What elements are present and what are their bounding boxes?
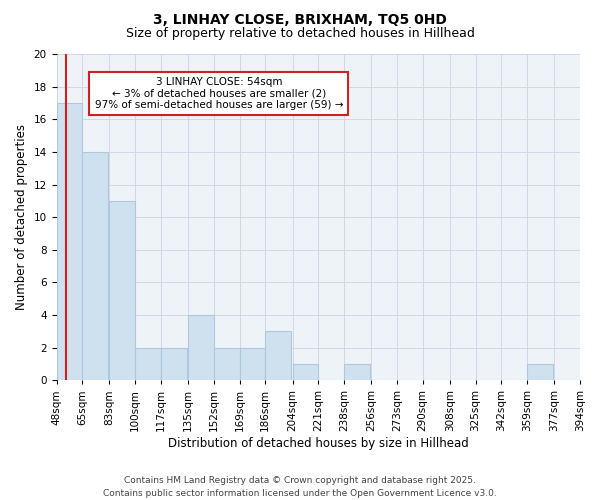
Text: Size of property relative to detached houses in Hillhead: Size of property relative to detached ho…: [125, 28, 475, 40]
Bar: [344, 364, 370, 380]
Bar: [109, 201, 135, 380]
Bar: [214, 348, 239, 380]
Bar: [82, 152, 108, 380]
Text: 3, LINHAY CLOSE, BRIXHAM, TQ5 0HD: 3, LINHAY CLOSE, BRIXHAM, TQ5 0HD: [153, 12, 447, 26]
Bar: [265, 332, 291, 380]
X-axis label: Distribution of detached houses by size in Hillhead: Distribution of detached houses by size …: [168, 437, 469, 450]
Bar: [188, 315, 214, 380]
Bar: [56, 103, 82, 380]
Bar: [239, 348, 265, 380]
Text: 3 LINHAY CLOSE: 54sqm
← 3% of detached houses are smaller (2)
97% of semi-detach: 3 LINHAY CLOSE: 54sqm ← 3% of detached h…: [95, 77, 343, 110]
Bar: [293, 364, 318, 380]
Bar: [527, 364, 553, 380]
Bar: [135, 348, 161, 380]
Y-axis label: Number of detached properties: Number of detached properties: [15, 124, 28, 310]
Bar: [161, 348, 187, 380]
Text: Contains HM Land Registry data © Crown copyright and database right 2025.
Contai: Contains HM Land Registry data © Crown c…: [103, 476, 497, 498]
